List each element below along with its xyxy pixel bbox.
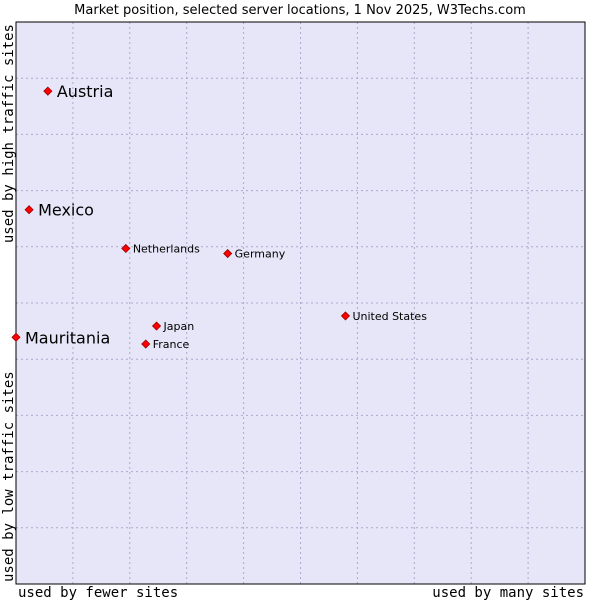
marker-germany (223, 248, 233, 259)
chart-title: Market position, selected server locatio… (74, 3, 526, 18)
label-united-states: United States (352, 310, 427, 323)
label-austria: Austria (57, 82, 114, 101)
data-points: Austria Mexico Mauritania Netherlands German… (11, 82, 427, 351)
marker-austria (43, 86, 53, 96)
point-netherlands: Netherlands (121, 242, 200, 255)
x-axis-label-left: used by fewer sites (18, 585, 178, 600)
point-germany: Germany (223, 248, 286, 261)
marker-mauritania (11, 332, 21, 342)
x-axis-label-right: used by many sites (432, 585, 584, 600)
marker-mexico (24, 205, 34, 215)
point-france: France (141, 338, 190, 351)
marker-netherlands (121, 243, 131, 254)
point-mexico: Mexico (24, 201, 94, 220)
point-united-states: United States (340, 310, 427, 323)
label-japan: Japan (163, 320, 195, 333)
y-axis-label-top: used by high traffic sites (1, 24, 17, 243)
label-france: France (153, 338, 190, 351)
gridlines (16, 22, 585, 584)
point-mauritania: Mauritania (11, 328, 110, 347)
label-mauritania: Mauritania (25, 328, 110, 347)
plot-border (15, 21, 586, 585)
label-mexico: Mexico (38, 201, 94, 220)
label-germany: Germany (235, 248, 286, 261)
point-austria: Austria (43, 82, 114, 101)
marker-united-states (340, 311, 351, 321)
y-axis-label-bottom: used by low traffic sites (1, 371, 17, 582)
marker-france (141, 339, 151, 349)
marker-japan (151, 321, 162, 331)
point-japan: Japan (151, 320, 195, 333)
label-netherlands: Netherlands (133, 242, 200, 255)
